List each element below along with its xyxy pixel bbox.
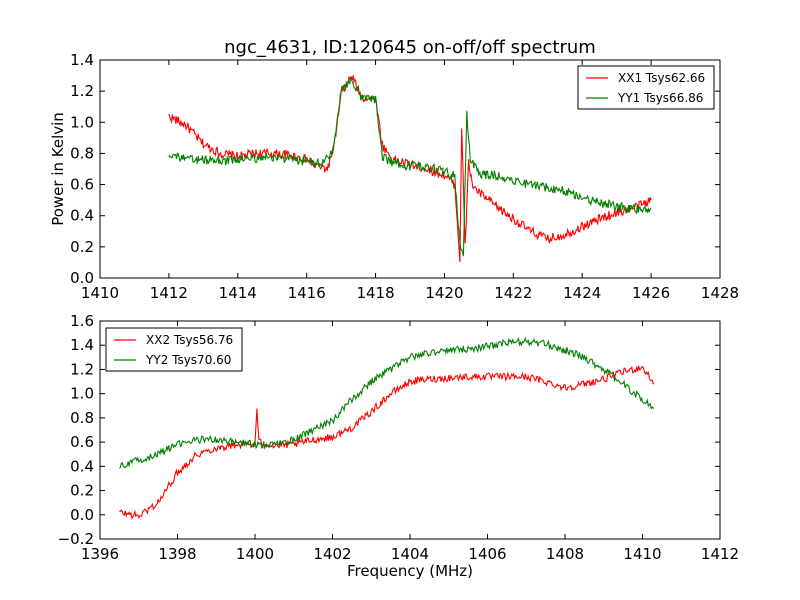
bottom-panel: 1396 1398 1400 1402 1404 1406 1408 1410 1412 −0.2… <box>58 312 740 563</box>
x-tick-label: 1402 <box>313 545 351 563</box>
y-tick-label: 1.4 <box>70 51 94 69</box>
x-tick-label: 1422 <box>494 284 532 302</box>
legend-label: YY1 Tsys66.86 <box>617 91 703 105</box>
legend-label: XX2 Tsys56.76 <box>146 333 233 347</box>
y-tick-label: 0.2 <box>70 482 94 500</box>
axes-frame <box>99 59 721 279</box>
y-tick-label: 0.8 <box>70 409 94 427</box>
legend-box <box>105 327 243 372</box>
x-tick-label: 1410 <box>81 284 119 302</box>
y-tick-label: 0.6 <box>70 176 94 194</box>
y-tick-label: 1.4 <box>70 336 94 354</box>
y-tick-label: 1.0 <box>70 113 94 131</box>
y-tick-label: 1.0 <box>70 385 94 403</box>
series-line-xx2 <box>119 365 655 520</box>
x-tick-label: 1424 <box>563 284 601 302</box>
legend: XX2 Tsys56.76 YY2 Tsys70.60 <box>105 327 243 372</box>
series-line-yy1 <box>168 76 652 257</box>
x-tick-label: 1418 <box>356 284 394 302</box>
x-tick-label: 1406 <box>468 545 506 563</box>
series-line-yy2 <box>119 336 655 469</box>
x-tick-label: 1426 <box>632 284 670 302</box>
y-axis-label: Power in Kelvin <box>49 112 67 226</box>
x-tick-label: 1400 <box>236 545 274 563</box>
legend-box <box>577 65 715 110</box>
x-tick-label: 1416 <box>288 284 326 302</box>
y-tick-label: 0.6 <box>70 433 94 451</box>
top-panel: 1410 1412 1414 1416 1418 1420 1422 1424 1426 1428… <box>70 51 739 302</box>
x-tick-label: 1412 <box>701 545 739 563</box>
x-tick-label: 1396 <box>81 545 119 563</box>
x-tick-label: 1428 <box>701 284 739 302</box>
y-tick-label: 0.0 <box>70 269 94 287</box>
x-axis-label: Frequency (MHz) <box>347 562 473 580</box>
x-tick-label: 1408 <box>546 545 584 563</box>
y-tick-label: 1.6 <box>70 312 94 330</box>
y-tick-label: −0.2 <box>58 530 94 548</box>
x-tick-label: 1410 <box>623 545 661 563</box>
x-tick-label: 1412 <box>150 284 188 302</box>
legend-label: XX1 Tsys62.66 <box>618 71 705 85</box>
legend: XX1 Tsys62.66 YY1 Tsys66.86 <box>577 65 715 110</box>
chart-title: ngc_4631, ID:120645 on-off/off spectrum <box>224 37 596 58</box>
y-tick-label: 0.4 <box>70 457 94 475</box>
y-tick-label: 0.2 <box>70 238 94 256</box>
x-tick-label: 1398 <box>158 545 196 563</box>
x-tick-label: 1414 <box>219 284 257 302</box>
y-tick-label: 1.2 <box>70 360 94 378</box>
x-tick-label: 1404 <box>391 545 429 563</box>
y-tick-label: 0.4 <box>70 207 94 225</box>
legend-label: YY2 Tsys70.60 <box>145 353 231 367</box>
x-tick-label: 1420 <box>425 284 463 302</box>
y-tick-label: 1.2 <box>70 82 94 100</box>
y-tick-label: 0.8 <box>70 144 94 162</box>
y-tick-label: 0.0 <box>70 506 94 524</box>
